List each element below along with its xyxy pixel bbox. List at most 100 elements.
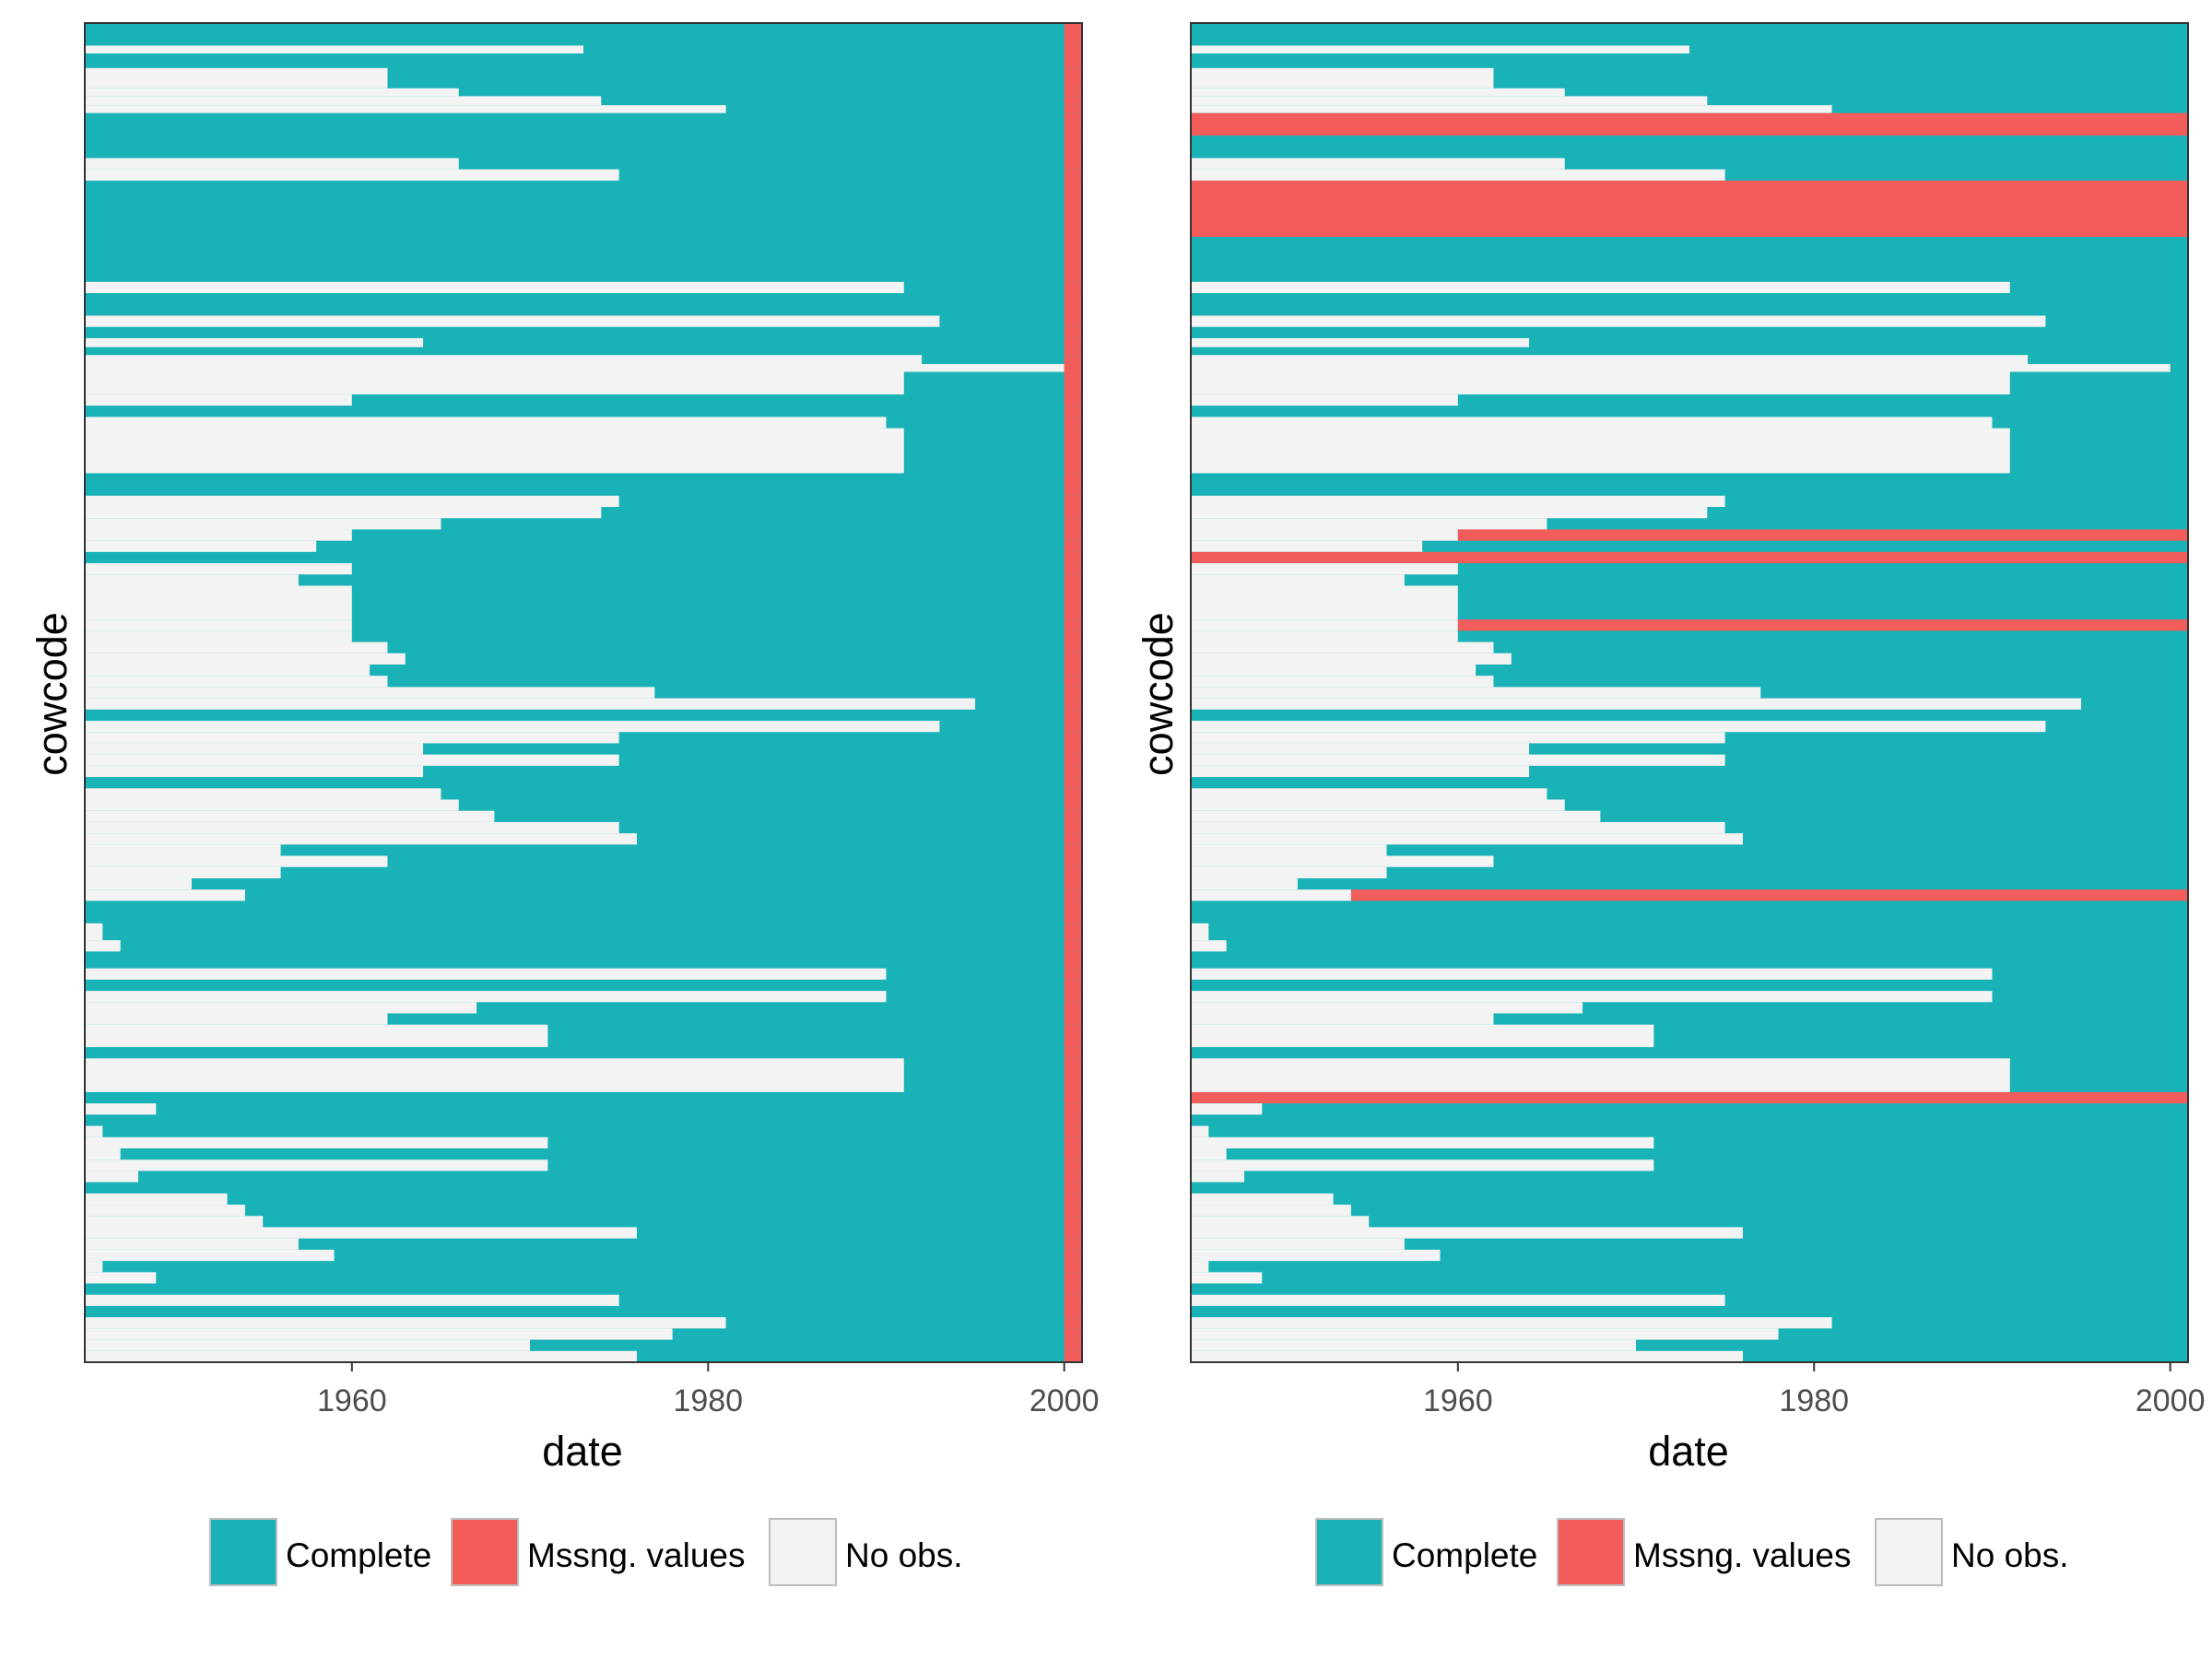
missing-cell	[1064, 991, 1082, 1003]
no-obs-cell	[1191, 529, 1458, 541]
x-axis-right: 1960 1980 2000	[1423, 1362, 2205, 1418]
no-obs-cell	[1191, 799, 1565, 811]
no-obs-cell	[1191, 1193, 1334, 1206]
no-obs-cell	[1191, 105, 1832, 113]
no-obs-cell	[85, 158, 459, 170]
no-obs-cell	[85, 337, 424, 347]
no-obs-cell	[1191, 495, 1725, 508]
missing-cell	[1064, 394, 1082, 406]
missing-cell	[1064, 641, 1082, 653]
missing-cell	[1064, 788, 1082, 800]
missing-cell	[1064, 687, 1082, 699]
no-obs-cell	[1191, 1148, 1227, 1160]
no-obs-cell	[85, 1002, 477, 1014]
y-axis-title-right: cowcode	[1135, 612, 1182, 776]
missing-cell	[1064, 551, 1082, 564]
missing-cell	[1064, 743, 1082, 755]
no-obs-cell	[1191, 991, 1993, 1003]
missing-cell	[1064, 1058, 1082, 1092]
missing-cell	[1064, 732, 1082, 744]
heatmap-panel-right: 1960 1980 2000 date cowcode Complete Mssng…	[1135, 22, 2205, 1586]
no-obs-cell	[85, 1216, 264, 1228]
legend-key-no-obs	[769, 1518, 837, 1586]
no-obs-cell	[1191, 1103, 1263, 1115]
missing-cell	[1064, 45, 1082, 53]
no-obs-cell	[85, 630, 352, 642]
no-obs-cell	[85, 991, 887, 1003]
no-obs-cell	[85, 1159, 548, 1171]
missing-cell	[1064, 326, 1082, 338]
missing-cell	[1064, 1227, 1082, 1239]
no-obs-cell	[85, 923, 103, 941]
no-obs-cell	[1191, 355, 2029, 364]
no-obs-cell	[85, 1294, 619, 1306]
missing-cell	[1064, 1047, 1082, 1059]
no-obs-cell	[1191, 687, 1761, 699]
no-obs-cell	[1191, 968, 1993, 980]
missing-cell	[1064, 236, 1082, 282]
missing-cell	[1064, 676, 1082, 688]
no-obs-cell	[1191, 585, 1458, 620]
panel-border	[84, 22, 1083, 1363]
no-obs-cell	[85, 1350, 637, 1362]
no-obs-cell	[1191, 428, 2010, 474]
missing-cell	[1064, 417, 1082, 429]
x-axis-left: 1960 1980 2000	[317, 1362, 1099, 1418]
no-obs-cell	[1191, 844, 1387, 856]
no-obs-cell	[1191, 1205, 1351, 1217]
no-obs-cell	[1191, 371, 2010, 394]
missing-cell	[1064, 293, 1082, 316]
no-obs-cell	[85, 877, 192, 890]
missing-cell	[1064, 585, 1082, 620]
missing-cell	[1064, 923, 1082, 941]
no-obs-cell	[1191, 810, 1601, 822]
no-obs-cell	[1191, 765, 1530, 778]
no-obs-cell	[85, 1103, 157, 1115]
x-tick-label: 2000	[1030, 1383, 1100, 1418]
no-obs-cell	[1191, 1238, 1405, 1250]
missing-cell	[1064, 281, 1082, 294]
no-obs-cell	[1191, 88, 1565, 97]
no-obs-cell	[85, 653, 406, 665]
x-axis-title-right: date	[1648, 1428, 1729, 1475]
missing-cell	[1064, 1159, 1082, 1171]
missing-cell	[1064, 709, 1082, 722]
missing-cell	[1191, 180, 2188, 237]
no-obs-cell	[85, 67, 388, 88]
missing-cell	[1064, 754, 1082, 766]
no-obs-cell	[1191, 1328, 1779, 1340]
missing-cell	[1064, 900, 1082, 924]
no-obs-cell	[1191, 754, 1725, 766]
no-obs-cell	[85, 940, 121, 952]
no-obs-cell	[1191, 1317, 1832, 1329]
no-obs-cell	[85, 889, 245, 901]
no-obs-cell	[1191, 619, 1458, 631]
missing-cell	[1457, 529, 2188, 541]
no-obs-cell	[1191, 1171, 1244, 1182]
no-obs-cell	[85, 1238, 299, 1250]
no-obs-cell	[85, 518, 441, 530]
no-obs-cell	[1191, 641, 1494, 653]
no-obs-cell	[1191, 45, 1689, 53]
missing-cell	[1191, 551, 2188, 564]
no-obs-cell	[85, 1339, 531, 1351]
no-obs-cell	[1191, 563, 1458, 575]
no-obs-cell	[85, 788, 441, 800]
no-obs-cell	[1191, 940, 1227, 952]
missing-cell	[1064, 574, 1082, 586]
no-obs-cell	[85, 1171, 138, 1182]
missing-cell	[1064, 135, 1082, 159]
no-obs-cell	[1191, 855, 1494, 867]
no-obs-cell	[85, 619, 352, 631]
legend-label-missing: Mssng. values	[1633, 1536, 1852, 1574]
no-obs-cell	[85, 743, 424, 755]
no-obs-cell	[85, 417, 887, 429]
missing-cell	[1064, 1294, 1082, 1306]
no-obs-cell	[85, 1249, 335, 1262]
legend-right: Complete Mssng. values No obs.	[1315, 1518, 2069, 1586]
missing-cell	[1457, 619, 2188, 631]
no-obs-cell	[1191, 1339, 1637, 1351]
legend-label-no-obs: No obs.	[845, 1536, 963, 1574]
missing-cell	[1064, 889, 1082, 901]
